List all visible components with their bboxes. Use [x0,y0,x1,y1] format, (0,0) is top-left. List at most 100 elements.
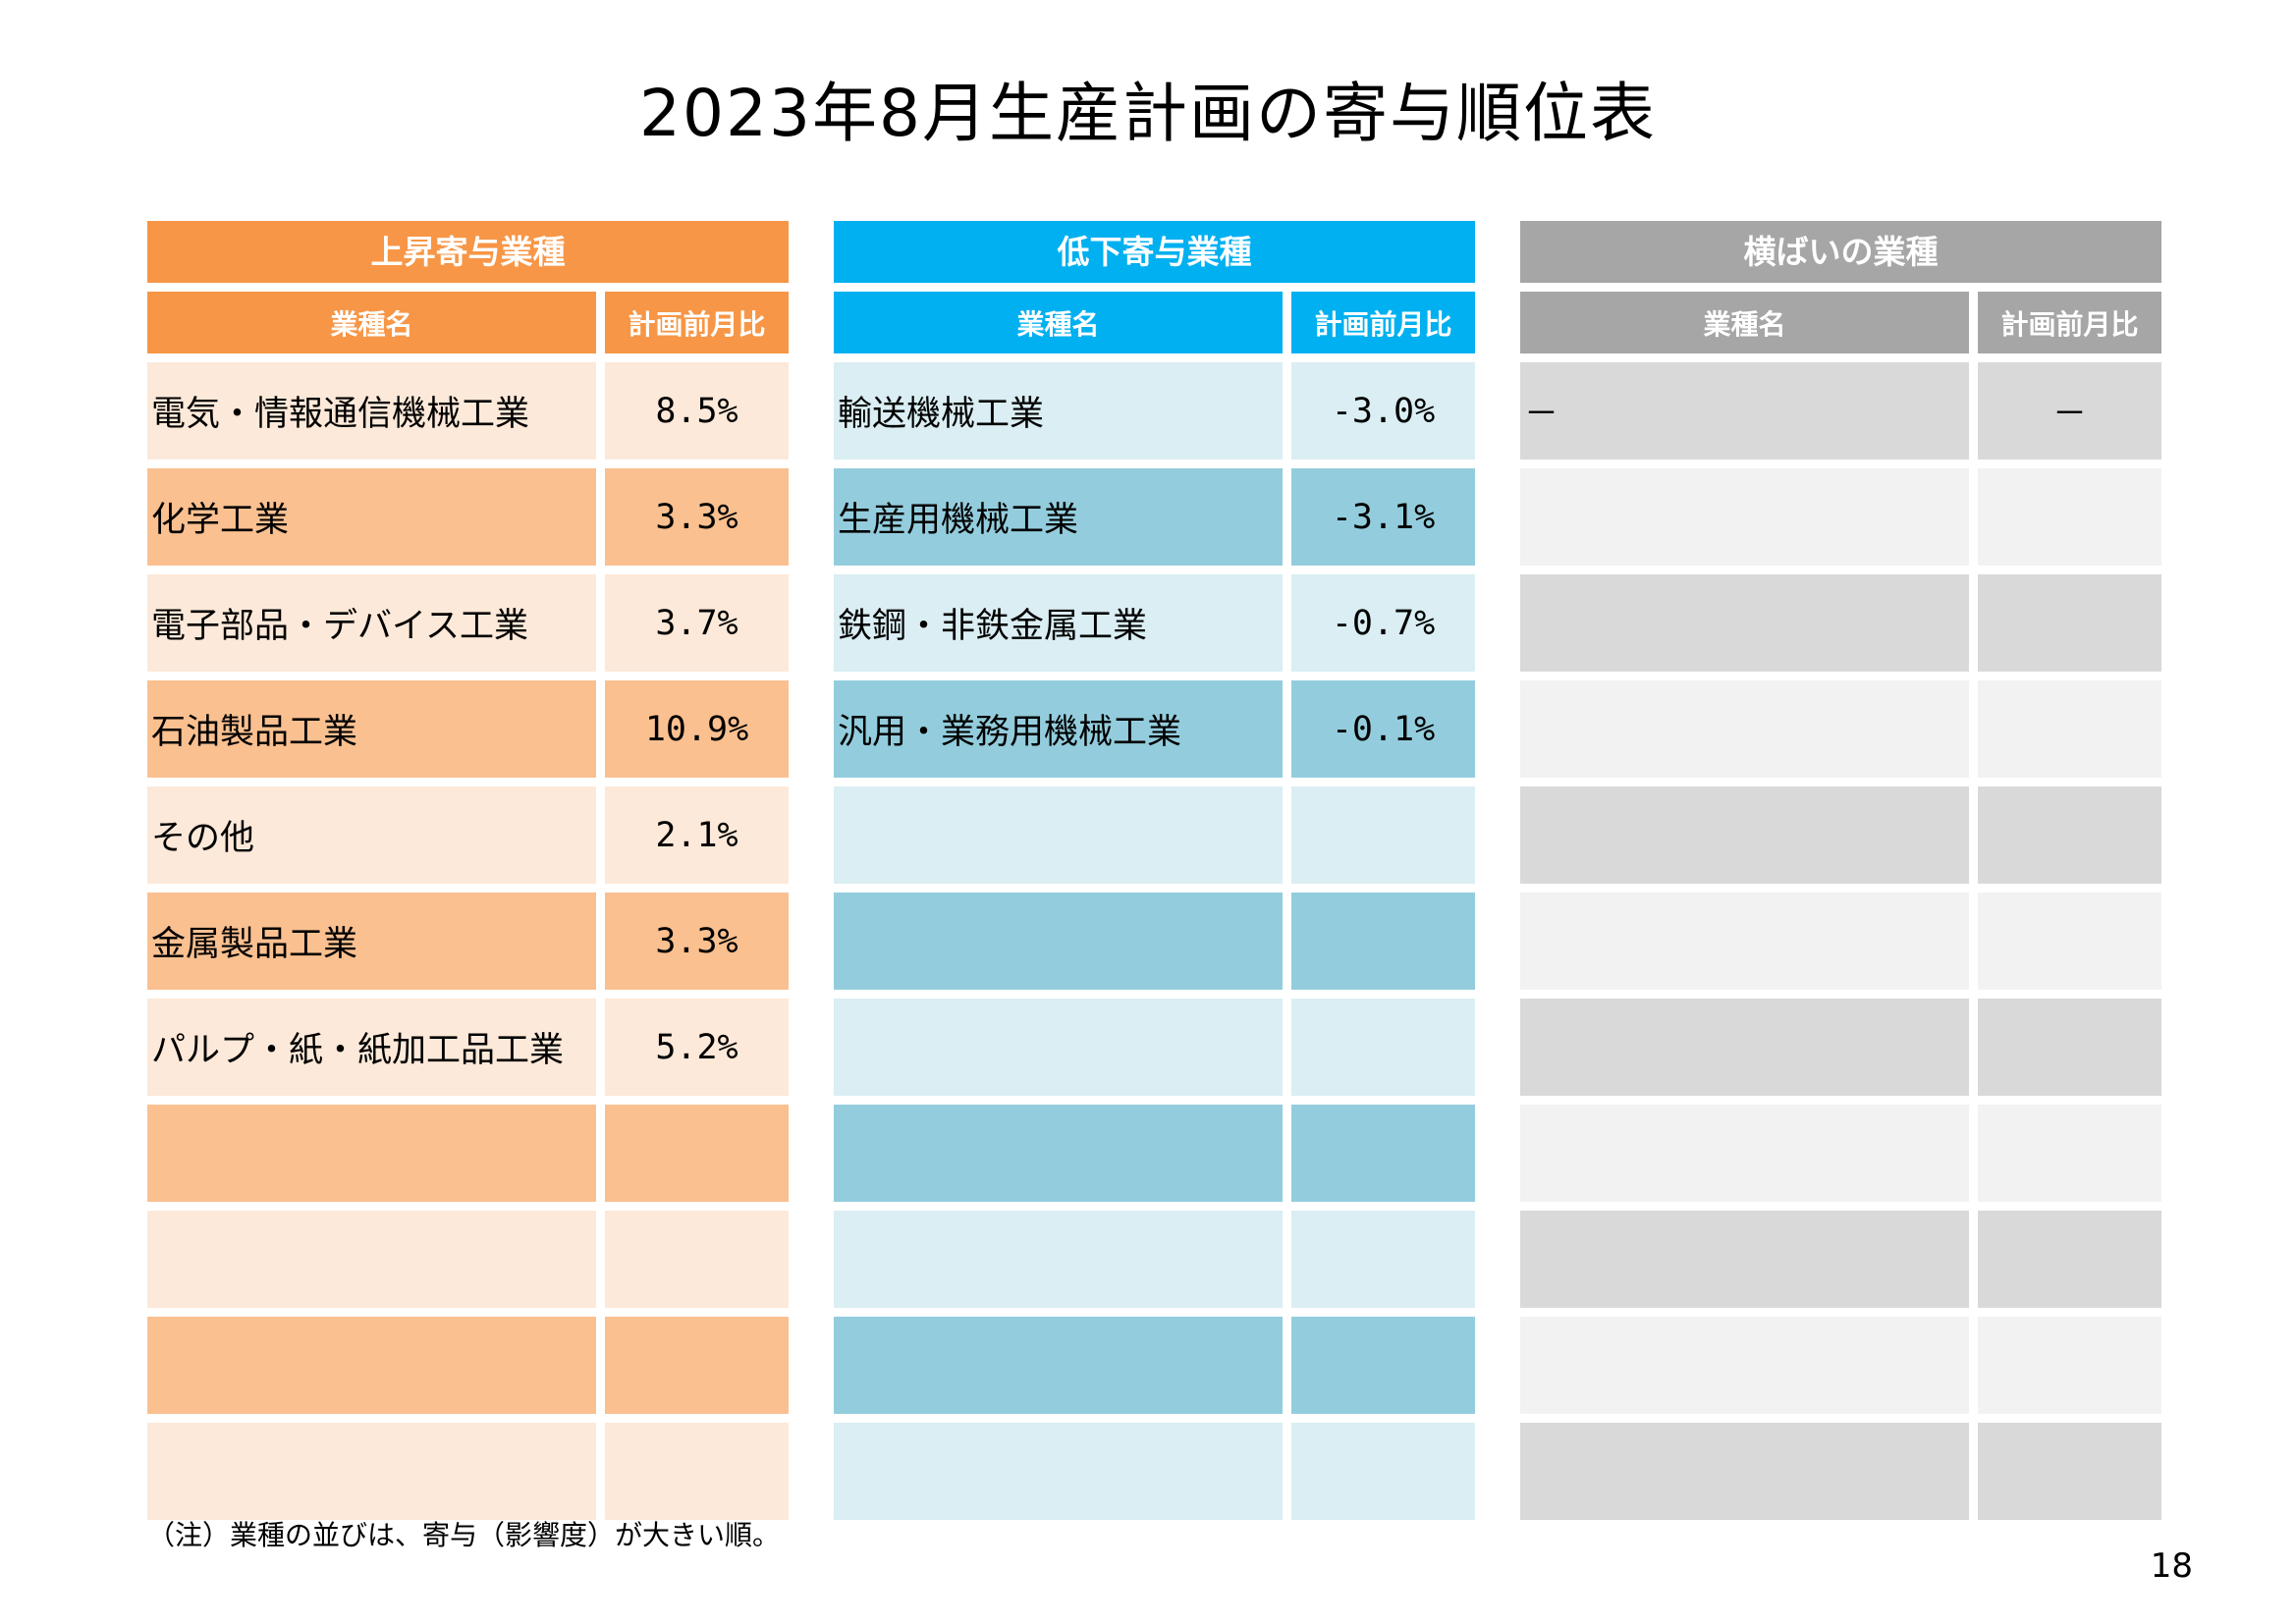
industry-cell: その他 [147,786,596,884]
table-row: 石油製品工業 10.9% [147,680,789,778]
industry-cell [834,893,1283,990]
table-row [834,786,1475,884]
mom-value-cell: 10.9% [605,680,789,778]
table-row [147,1105,789,1202]
mom-value-cell: 5.2% [605,999,789,1096]
mom-value-cell: -3.0% [1291,362,1475,460]
flat-column-header-industry: 業種名 [1520,292,1969,353]
table-row: その他 2.1% [147,786,789,884]
table-row [147,1317,789,1414]
fall-panel-header: 低下寄与業種 [834,221,1475,283]
page-title: 2023年8月生産計画の寄与順位表 [639,76,1657,151]
table-row: 電気・情報通信機械工業 8.5% [147,362,789,460]
rise-column-header-industry: 業種名 [147,292,596,353]
mom-value-cell [605,1317,789,1414]
mom-value-cell [1291,1423,1475,1520]
mom-value-cell: -0.7% [1291,574,1475,672]
industry-cell [1520,1317,1969,1414]
flat-column-header-mom: 計画前月比 [1978,292,2161,353]
fall-column-header-mom: 計画前月比 [1291,292,1475,353]
table-row [1520,468,2161,566]
table-row [1520,574,2161,672]
table-row: －－ [1520,362,2161,460]
table-row [834,1423,1475,1520]
mom-value-cell [1978,468,2161,566]
industry-cell [1520,1211,1969,1308]
industry-cell [834,1423,1283,1520]
industry-cell [147,1317,596,1414]
mom-value-cell [1291,1211,1475,1308]
industry-cell [1520,1423,1969,1520]
table-row [1520,680,2161,778]
mom-value-cell [1978,680,2161,778]
industry-cell [147,1105,596,1202]
table-row: パルプ・紙・紙加工品工業 5.2% [147,999,789,1096]
mom-value-cell [1978,574,2161,672]
rise-column-header-mom: 計画前月比 [605,292,789,353]
mom-value-cell [1978,1105,2161,1202]
mom-value-cell [1291,999,1475,1096]
mom-value-cell: -3.1% [1291,468,1475,566]
table-row [834,1211,1475,1308]
table-row: 鉄鋼・非鉄金属工業 -0.7% [834,574,1475,672]
mom-value-cell: － [1978,362,2161,460]
industry-cell: － [1520,362,1969,460]
industry-cell [147,1423,596,1520]
industry-cell: 金属製品工業 [147,893,596,990]
table-row: 生産用機械工業 -3.1% [834,468,1475,566]
table-row: 金属製品工業 3.3% [147,893,789,990]
rise-panel-header: 上昇寄与業種 [147,221,789,283]
industry-cell [1520,680,1969,778]
mom-value-cell [1978,1317,2161,1414]
mom-value-cell [1291,786,1475,884]
mom-value-cell [605,1105,789,1202]
flat-panel-header: 横ばいの業種 [1520,221,2161,283]
rise-column-header-row: 業種名 計画前月比 [147,292,789,353]
table-row [147,1423,789,1520]
industry-cell: 電子部品・デバイス工業 [147,574,596,672]
industry-cell [1520,893,1969,990]
table-row: 電子部品・デバイス工業 3.7% [147,574,789,672]
table-row [1520,786,2161,884]
flat-rows: －－ [1520,362,2161,1520]
fall-rows: 輸送機械工業 -3.0% 生産用機械工業 -3.1% 鉄鋼・非鉄金属工業 -0.7% … [834,362,1475,1520]
mom-value-cell: 8.5% [605,362,789,460]
page-number: 18 [2150,1546,2193,1586]
industry-cell [1520,1105,1969,1202]
table-row [834,1105,1475,1202]
table-row [834,999,1475,1096]
mom-value-cell [1291,893,1475,990]
table-row [1520,1317,2161,1414]
mom-value-cell [1291,1317,1475,1414]
mom-value-cell [1978,893,2161,990]
flat-column-header-row: 業種名 計画前月比 [1520,292,2161,353]
table-row [834,1317,1475,1414]
table-row: 化学工業 3.3% [147,468,789,566]
fall-column-header-industry: 業種名 [834,292,1283,353]
industry-cell [147,1211,596,1308]
industry-cell: パルプ・紙・紙加工品工業 [147,999,596,1096]
mom-value-cell: -0.1% [1291,680,1475,778]
footnote: （注）業種の並びは、寄与（影響度）が大きい順。 [147,1519,781,1551]
fall-column-header-row: 業種名 計画前月比 [834,292,1475,353]
industry-cell [834,1317,1283,1414]
mom-value-cell [1978,1423,2161,1520]
table-row: 輸送機械工業 -3.0% [834,362,1475,460]
mom-value-cell [1978,999,2161,1096]
industry-cell [834,1211,1283,1308]
industry-cell: 石油製品工業 [147,680,596,778]
mom-value-cell [1978,1211,2161,1308]
mom-value-cell [605,1423,789,1520]
industry-cell: 輸送機械工業 [834,362,1283,460]
mom-value-cell: 2.1% [605,786,789,884]
table-row [1520,1211,2161,1308]
table-row [1520,893,2161,990]
table-row [1520,1423,2161,1520]
industry-cell [834,1105,1283,1202]
mom-value-cell: 3.3% [605,468,789,566]
table-row: 汎用・業務用機械工業 -0.1% [834,680,1475,778]
mom-value-cell: 3.7% [605,574,789,672]
industry-cell: 化学工業 [147,468,596,566]
table-row [1520,999,2161,1096]
flat-panel: 横ばいの業種 業種名 計画前月比 －－ [1520,221,2161,1520]
